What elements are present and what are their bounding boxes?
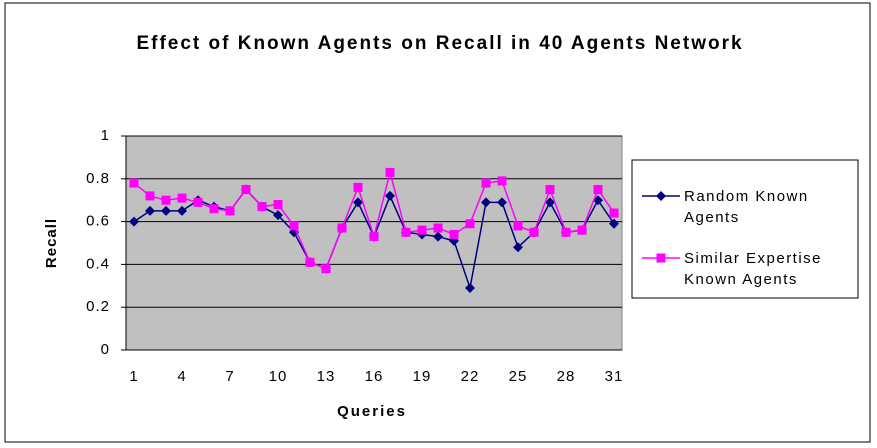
point bbox=[385, 167, 395, 177]
point bbox=[513, 242, 523, 253]
point bbox=[385, 190, 395, 201]
point bbox=[497, 197, 507, 208]
point bbox=[241, 185, 251, 194]
x-tick-label: 13 bbox=[317, 368, 336, 385]
point bbox=[465, 282, 475, 293]
point bbox=[545, 197, 555, 208]
y-tick-label: 0.2 bbox=[86, 298, 110, 315]
plot-area bbox=[125, 135, 623, 351]
point bbox=[161, 205, 171, 216]
point bbox=[497, 176, 507, 186]
y-tick-label: 0 bbox=[101, 341, 110, 358]
x-tick-label: 25 bbox=[509, 368, 528, 385]
point bbox=[417, 225, 427, 235]
point bbox=[369, 232, 379, 242]
point bbox=[257, 202, 267, 212]
point bbox=[656, 191, 666, 201]
point bbox=[129, 216, 139, 227]
y-tick-label: 1 bbox=[101, 127, 110, 144]
point bbox=[305, 257, 315, 267]
point bbox=[321, 264, 331, 274]
x-tick-label: 1 bbox=[129, 368, 138, 385]
legend-label: Random Known Agents bbox=[684, 188, 809, 226]
point bbox=[513, 221, 523, 231]
y-tick-label: 0.4 bbox=[86, 255, 110, 272]
x-tick-label: 28 bbox=[557, 368, 576, 385]
point bbox=[545, 185, 555, 194]
point bbox=[337, 223, 347, 233]
point bbox=[561, 227, 571, 237]
x-axis-label: Queries bbox=[337, 403, 407, 420]
point bbox=[353, 182, 363, 192]
point bbox=[449, 229, 459, 239]
legend-box bbox=[631, 159, 859, 299]
x-tick-label: 19 bbox=[413, 368, 432, 385]
point bbox=[209, 204, 219, 214]
point bbox=[481, 197, 491, 208]
x-tick-label: 10 bbox=[269, 368, 288, 385]
point bbox=[177, 193, 187, 203]
legend-label: Similar Expertise Known Agents bbox=[684, 250, 823, 288]
point bbox=[145, 205, 155, 216]
point bbox=[273, 210, 283, 221]
point bbox=[129, 178, 139, 188]
x-tick-label: 7 bbox=[225, 368, 234, 385]
y-axis-label: Recall bbox=[43, 218, 60, 268]
point bbox=[656, 253, 666, 263]
point bbox=[177, 205, 187, 216]
point bbox=[433, 223, 443, 233]
point bbox=[609, 208, 619, 218]
point bbox=[161, 195, 171, 205]
point bbox=[609, 218, 619, 229]
x-tick-label: 31 bbox=[605, 368, 624, 385]
point bbox=[593, 185, 603, 194]
point bbox=[529, 227, 539, 237]
x-tick-label: 22 bbox=[461, 368, 480, 385]
point bbox=[225, 206, 235, 216]
point bbox=[273, 199, 283, 209]
point bbox=[465, 219, 475, 229]
point bbox=[289, 221, 299, 231]
point bbox=[481, 178, 491, 188]
point bbox=[193, 197, 203, 207]
x-tick-label: 16 bbox=[365, 368, 384, 385]
point bbox=[577, 225, 587, 235]
y-tick-label: 0.6 bbox=[86, 213, 110, 230]
x-tick-label: 4 bbox=[177, 368, 186, 385]
point bbox=[145, 191, 155, 201]
point bbox=[433, 231, 443, 242]
chart-title: Effect of Known Agents on Recall in 40 A… bbox=[136, 33, 744, 54]
y-tick-label: 0.8 bbox=[86, 170, 110, 187]
point bbox=[353, 197, 363, 208]
point bbox=[401, 227, 411, 237]
